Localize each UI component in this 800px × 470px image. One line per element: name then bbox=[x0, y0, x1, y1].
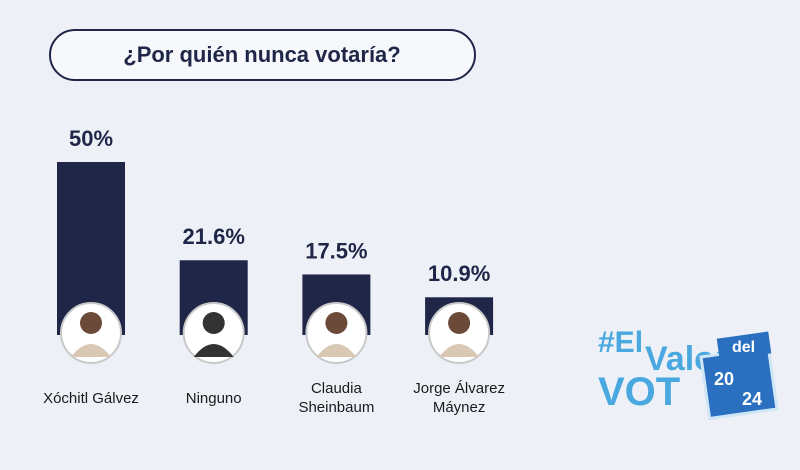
avatar-body bbox=[71, 344, 111, 357]
chart-title: ¿Por quién nunca votaría? bbox=[123, 42, 400, 67]
avatar-body bbox=[316, 344, 357, 357]
avatar-body bbox=[439, 344, 480, 357]
value-label: 17.5% bbox=[305, 238, 367, 263]
avatar-body bbox=[193, 344, 234, 357]
value-label: 10.9% bbox=[428, 261, 490, 286]
logo-year: 24 bbox=[742, 389, 762, 409]
category-label: Xóchitl Gálvez bbox=[43, 389, 139, 407]
logo-lid bbox=[716, 331, 772, 361]
logo-year: 20 bbox=[714, 369, 734, 389]
category-label: Claudia Sheinbaum bbox=[298, 380, 375, 416]
logo-hash: #El bbox=[598, 326, 643, 359]
logo-box bbox=[699, 345, 779, 421]
avatar bbox=[60, 302, 122, 364]
title-pill bbox=[49, 29, 476, 81]
avatar bbox=[428, 302, 491, 364]
category-label: Jorge Álvarez Máynez bbox=[413, 380, 505, 416]
avatar-head bbox=[202, 312, 225, 334]
avatar bbox=[305, 302, 368, 364]
avatar-head bbox=[325, 312, 348, 334]
avatar-head bbox=[80, 312, 102, 334]
avatar-head bbox=[448, 312, 471, 334]
avatar bbox=[182, 302, 245, 364]
logo-vot: VOT bbox=[598, 370, 680, 414]
logo-del: del bbox=[732, 339, 755, 356]
value-label: 21.6% bbox=[183, 224, 245, 249]
logo: #El Valor VOT del 20 24 bbox=[598, 326, 779, 421]
category-label: Ninguno bbox=[185, 389, 242, 407]
value-label: 50% bbox=[69, 126, 113, 151]
